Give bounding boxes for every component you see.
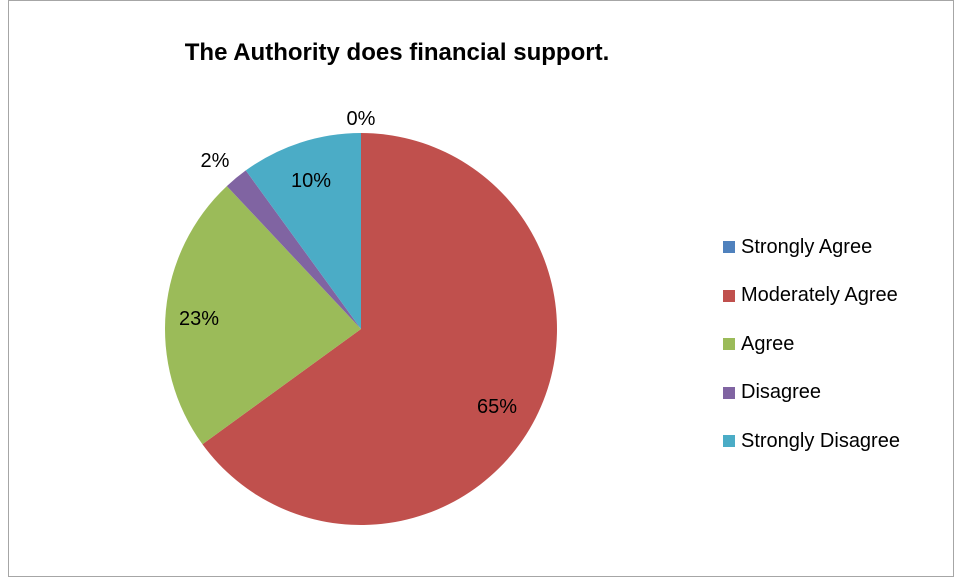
data-label-disagree: 2% — [201, 150, 230, 172]
pie-slice-agree — [164, 186, 361, 445]
legend-swatch-strongly-disagree — [723, 435, 735, 448]
pie-slice-strongly-disagree — [245, 133, 361, 329]
legend-item-agree: Agree — [723, 320, 900, 369]
legend-item-strongly-agree: Strongly Agree — [723, 223, 900, 272]
legend-label-agree: Agree — [741, 332, 795, 355]
legend-swatch-agree — [723, 338, 735, 351]
pie-chart: 0% 65% 23% 2% 10% — [164, 108, 557, 525]
legend-label-disagree: Disagree — [741, 381, 822, 404]
legend-item-disagree: Disagree — [723, 369, 900, 418]
legend-swatch-moderately-agree — [723, 289, 735, 302]
data-label-moderately-agree: 65% — [477, 396, 517, 418]
legend-item-strongly-disagree: Strongly Disagree — [723, 417, 900, 466]
legend-swatch-strongly-agree — [723, 241, 735, 254]
legend: Strongly Agree Moderately Agree Agree Disag… — [723, 223, 900, 466]
chart-title: The Authority does financial support. — [184, 39, 610, 66]
pie-slice-moderately-agree — [202, 133, 557, 525]
legend-label-strongly-disagree: Strongly Disagree — [741, 429, 900, 452]
legend-label-moderately-agree: Moderately Agree — [741, 284, 898, 307]
data-label-strongly-agree: 0% — [347, 108, 376, 130]
legend-label-strongly-agree: Strongly Agree — [741, 235, 873, 258]
legend-item-moderately-agree: Moderately Agree — [723, 272, 900, 321]
chart-frame: The Authority does financial support. 0%… — [8, 0, 954, 577]
pie-slice-disagree — [226, 170, 361, 329]
legend-swatch-disagree — [723, 386, 735, 399]
data-label-agree: 23% — [179, 308, 219, 330]
data-label-strongly-disagree: 10% — [291, 170, 331, 192]
